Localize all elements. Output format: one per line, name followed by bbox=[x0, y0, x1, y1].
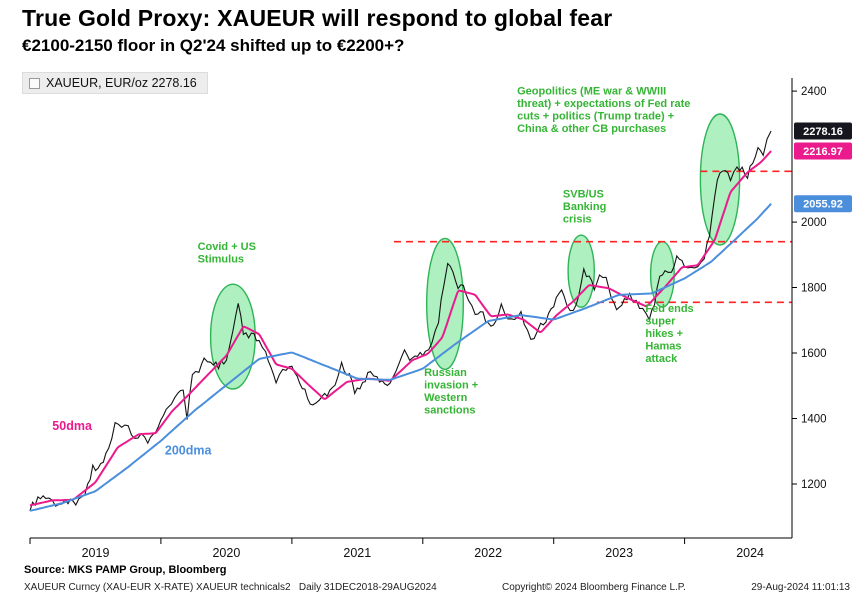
price-flag-label: 2216.97 bbox=[803, 146, 843, 158]
200dma-line bbox=[29, 203, 772, 512]
footer-meta-right: 29-Aug-2024 11:01:13 bbox=[751, 582, 850, 593]
x-tick-label: 2019 bbox=[82, 546, 110, 560]
price-flag bbox=[794, 142, 852, 160]
y-tick-label: 1600 bbox=[801, 348, 827, 360]
footer-meta-center: Copyright© 2024 Bloomberg Finance L.P. bbox=[501, 582, 686, 593]
source-note: Source: MKS PAMP Group, Bloomberg bbox=[24, 564, 227, 576]
x-tick-label: 2020 bbox=[212, 546, 240, 560]
chart-annotation: 200dma bbox=[165, 444, 213, 458]
y-tick-label: 2400 bbox=[801, 86, 827, 98]
legend-chip-xaueur[interactable]: XAUEUR, EUR/oz 2278.16 bbox=[22, 72, 208, 94]
legend-swatch-icon bbox=[29, 77, 40, 89]
y-tick-label: 1800 bbox=[801, 283, 827, 295]
chart-annotation: Geopolitics (ME war & WWIII threat) + exp… bbox=[517, 85, 690, 134]
footer-meta: XAUEUR Curncy (XAU-EUR X-RATE) XAUEUR te… bbox=[24, 582, 850, 593]
x-tick-label: 2022 bbox=[474, 546, 502, 560]
y-tick-label: 2000 bbox=[801, 217, 827, 229]
chart-annotation: Fed ends super hikes + Hamas attack bbox=[645, 303, 693, 365]
y-tick-label: 1400 bbox=[801, 414, 827, 426]
page-title: True Gold Proxy: XAUEUR will respond to … bbox=[22, 5, 613, 31]
legend-label: XAUEUR, EUR/oz 2278.16 bbox=[46, 76, 197, 90]
event-highlight-ellipse bbox=[426, 237, 465, 371]
x-tick-label: 2023 bbox=[605, 546, 633, 560]
chart-annotation: 50dma bbox=[52, 419, 93, 433]
xaueur-daily-line bbox=[29, 130, 772, 511]
price-flag bbox=[794, 195, 852, 213]
chart-annotation: Covid + US Stimulus bbox=[198, 241, 256, 266]
x-tick-label: 2024 bbox=[736, 546, 764, 560]
chart-annotation: Russian invasion + Western sanctions bbox=[424, 367, 478, 417]
price-flag bbox=[794, 122, 852, 140]
price-flag-label: 2278.16 bbox=[803, 126, 843, 138]
event-highlight-ellipse bbox=[699, 113, 741, 246]
chart-annotation: SVB/US Banking crisis bbox=[563, 189, 606, 226]
price-chart-canvas[interactable]: 2400 2000 1800 1600 1400 1200 2019 2020 2021 2022… bbox=[0, 64, 864, 569]
50dma-line bbox=[29, 150, 772, 507]
event-highlight-ellipse bbox=[567, 234, 596, 308]
x-tick-label: 2021 bbox=[343, 546, 371, 560]
page-subtitle: €2100-2150 floor in Q2'24 shifted up to … bbox=[22, 36, 405, 55]
footer-meta-left: XAUEUR Curncy (XAU-EUR X-RATE) XAUEUR te… bbox=[24, 582, 437, 593]
price-flag-label: 2055.92 bbox=[803, 199, 843, 211]
y-tick-label: 1200 bbox=[801, 479, 827, 491]
